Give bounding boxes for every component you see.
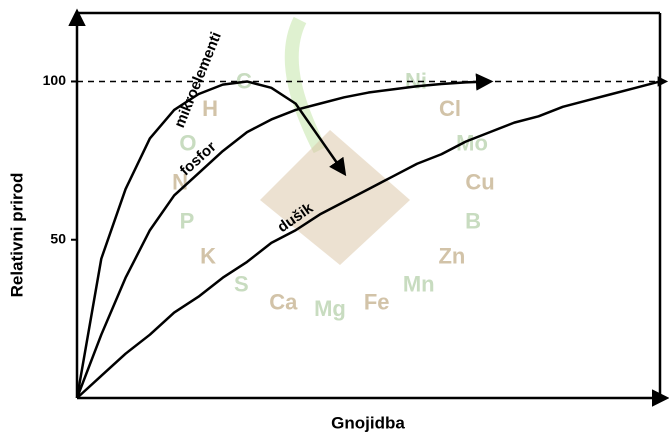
watermark-letter: H	[202, 96, 218, 121]
watermark-letter: S	[234, 272, 249, 297]
y-tick-label: 100	[43, 72, 67, 88]
watermark-letter: Mg	[314, 296, 346, 321]
y-tick-label: 50	[50, 230, 66, 246]
watermark-letter: N	[172, 169, 188, 194]
watermark-letter: Ca	[269, 290, 298, 315]
watermark-letter: Cu	[465, 169, 494, 194]
watermark-letter: P	[180, 208, 195, 233]
watermark-letter: Zn	[438, 244, 465, 269]
watermark-letter: K	[200, 244, 216, 269]
y-axis-label: Relativni prirod	[7, 173, 26, 298]
series-line	[76, 80, 661, 399]
x-axis-label: Gnojidba	[331, 413, 405, 432]
watermark-letter: B	[465, 208, 481, 233]
watermark-letter: Mn	[403, 272, 435, 297]
series-line	[75, 73, 494, 399]
watermark-letter: O	[179, 131, 196, 156]
watermark-letter: Cl	[439, 96, 461, 121]
watermark-letter: Fe	[364, 290, 390, 315]
